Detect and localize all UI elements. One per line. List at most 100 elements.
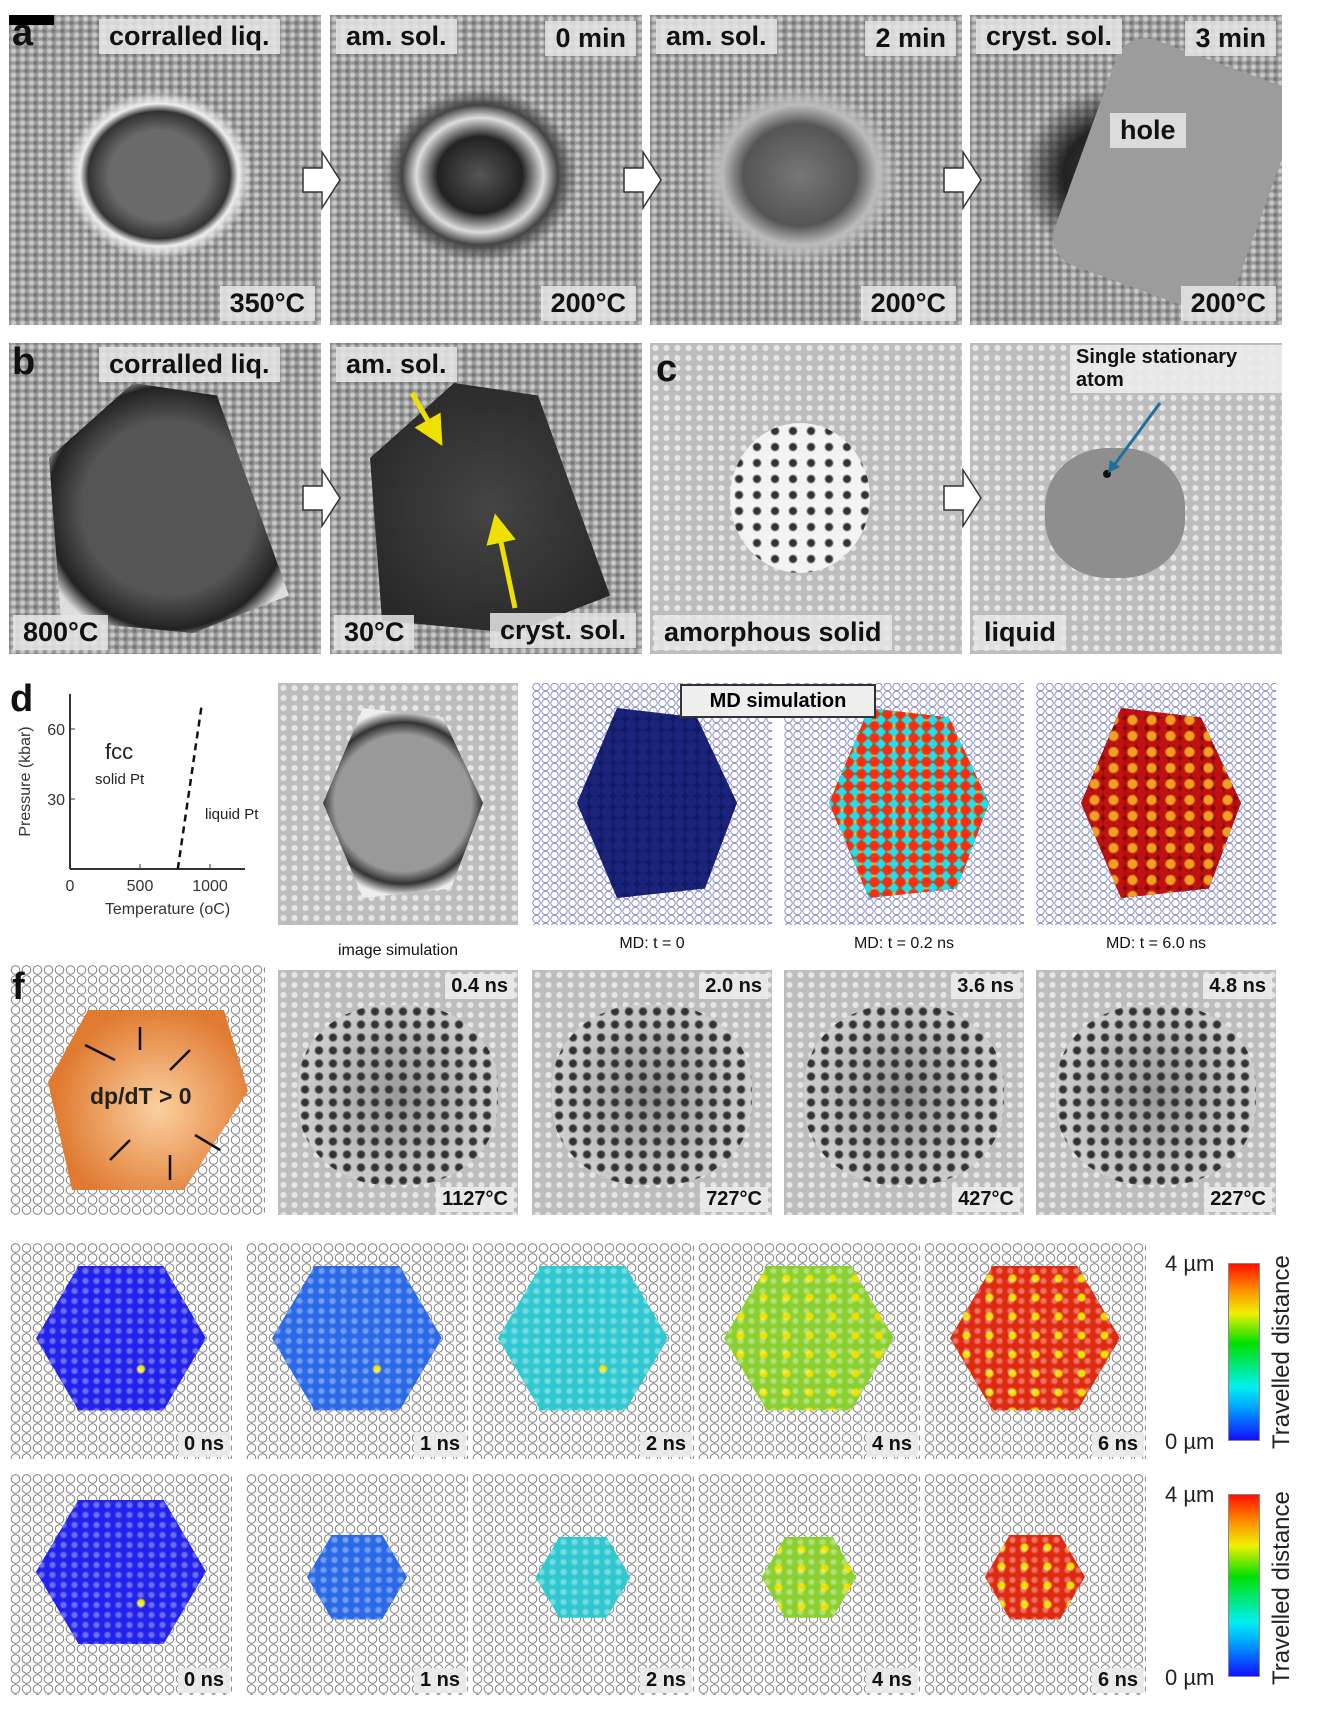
md-frame xyxy=(784,683,1024,925)
annotation-liquid: liquid Pt xyxy=(205,806,259,823)
simulation-frame-g: 0.4 ns 1127°C xyxy=(278,970,518,1215)
temperature-label: 227°C xyxy=(1204,1187,1272,1212)
temperature-label: 200°C xyxy=(860,286,956,321)
nanoparticle xyxy=(307,1534,407,1620)
tem-frame-a: am. sol. 2 min 200°C xyxy=(650,15,962,325)
nanoparticle xyxy=(59,85,259,265)
colorbar xyxy=(1228,1263,1260,1441)
time-label: 6 ns xyxy=(1091,1668,1144,1693)
colorbar-min: 0 µm xyxy=(1165,1429,1215,1454)
state-label: corralled liq. xyxy=(99,347,280,382)
phase-diagram: 0 500 1000 30 60 Temperature (oC) Pressure (kb… xyxy=(17,694,259,918)
nanoparticle xyxy=(950,1266,1120,1411)
state-label: amorphous solid xyxy=(654,615,892,650)
tem-frame-b: am. sol. 30°C cryst. sol. xyxy=(330,343,642,654)
melting-line xyxy=(176,705,203,870)
md-frame xyxy=(1036,683,1276,925)
nanoparticle xyxy=(700,85,900,265)
state-label: am. sol. xyxy=(656,19,777,54)
simulation-frame-g: 4.8 ns 227°C xyxy=(1036,970,1276,1215)
nanoparticle xyxy=(36,1266,206,1411)
time-label: 4.8 ns xyxy=(1203,974,1272,999)
simulation-frame-g: 3.6 ns 427°C xyxy=(784,970,1024,1215)
blue-arrow-icon xyxy=(970,343,1282,654)
simulation-frame-c: Single stationary atom liquid xyxy=(970,343,1282,654)
state-label: am. sol. xyxy=(336,19,457,54)
image-simulation-frame xyxy=(278,683,518,925)
colorbar xyxy=(1228,1494,1260,1677)
tem-frame-a: hole cryst. sol. 3 min 200°C xyxy=(970,15,1282,325)
time-label: 6 ns xyxy=(1091,1432,1144,1457)
nanoparticle xyxy=(829,708,989,898)
nanoparticle xyxy=(552,1005,752,1185)
scale-bar xyxy=(9,15,54,25)
nanoparticle xyxy=(49,383,289,633)
md-frame: 4 ns xyxy=(698,1474,920,1695)
time-label: 3.6 ns xyxy=(951,974,1020,999)
md-frame: 6 ns xyxy=(924,1474,1146,1695)
formula: dp/dT > 0 xyxy=(90,1083,192,1109)
panel-letter-b: b xyxy=(12,341,36,383)
temperature-label: 1127°C xyxy=(436,1187,514,1212)
pressure-schematic: dp/dT > 0 xyxy=(10,965,265,1215)
temperature-label: 30°C xyxy=(334,615,415,650)
state-label: corralled liq. xyxy=(99,19,280,54)
time-label: 0.4 ns xyxy=(445,974,514,999)
nanoparticle xyxy=(380,85,580,265)
temperature-label: 727°C xyxy=(700,1187,768,1212)
x-axis-label: Temperature (oC) xyxy=(105,901,230,918)
md-frame: 0 ns xyxy=(10,1243,232,1459)
temperature-label: 427°C xyxy=(952,1187,1020,1212)
nanoparticle xyxy=(761,1537,857,1618)
simulation-frame-c: amorphous solid xyxy=(650,343,962,654)
y-tick-label: 60 xyxy=(47,722,65,739)
time-label: 4 ns xyxy=(865,1432,918,1457)
nanoparticle xyxy=(36,1499,206,1644)
panel-letter-c: c xyxy=(656,348,678,390)
nanoparticle xyxy=(804,1005,1004,1185)
md-frame xyxy=(532,683,772,925)
temperature-label: 800°C xyxy=(13,615,109,650)
time-label: 1 ns xyxy=(413,1668,466,1693)
colorbar-label: Travelled distance xyxy=(1268,1491,1295,1685)
time-label: 0 ns xyxy=(177,1432,230,1457)
nanoparticle xyxy=(272,1266,442,1411)
state-label: am. sol. xyxy=(336,347,457,382)
md-simulation-header: MD simulation xyxy=(680,684,876,718)
colorbar-label: Travelled distance xyxy=(1268,1255,1295,1449)
simulation-frame-g: 2.0 ns 727°C xyxy=(532,970,772,1215)
panel-letter-d: d xyxy=(10,678,34,720)
stationary-atom xyxy=(1103,470,1111,478)
time-label: 2 min xyxy=(865,21,956,56)
liquid-droplet xyxy=(1045,448,1185,578)
annotation-fcc: fcc xyxy=(105,739,133,764)
y-tick-label: 30 xyxy=(47,792,65,809)
yellow-arrows-icon xyxy=(330,343,642,654)
time-label: 1 ns xyxy=(413,1432,466,1457)
colorbar-max: 4 µm xyxy=(1165,1482,1215,1507)
state-label: cryst. sol. xyxy=(976,19,1123,54)
nanoparticle xyxy=(535,1537,631,1618)
panel-letter-f: f xyxy=(12,966,25,1008)
cryst-sol-label: cryst. sol. xyxy=(489,613,636,648)
md-frame: 6 ns xyxy=(924,1243,1146,1459)
nanoparticle xyxy=(323,708,483,898)
panel-letter-a: a xyxy=(12,12,34,54)
time-label: 0 min xyxy=(545,21,636,56)
caption: MD: t = 0 xyxy=(619,935,685,952)
time-label: 2.0 ns xyxy=(699,974,768,999)
x-tick-label: 0 xyxy=(66,878,75,895)
x-tick-label: 1000 xyxy=(192,878,228,895)
inward-arrows-icon xyxy=(10,965,265,1215)
nanoparticle xyxy=(498,1266,668,1411)
md-frame: 2 ns xyxy=(472,1243,694,1459)
nanoparticle xyxy=(985,1534,1085,1620)
x-tick-label: 500 xyxy=(127,878,154,895)
annotation-label: Single stationary atom xyxy=(1070,345,1282,393)
md-frame: 2 ns xyxy=(472,1474,694,1695)
nanoparticle xyxy=(1056,1005,1256,1185)
temperature-label: 200°C xyxy=(1180,286,1276,321)
temperature-label: 200°C xyxy=(540,286,636,321)
hole-region xyxy=(1044,29,1282,321)
